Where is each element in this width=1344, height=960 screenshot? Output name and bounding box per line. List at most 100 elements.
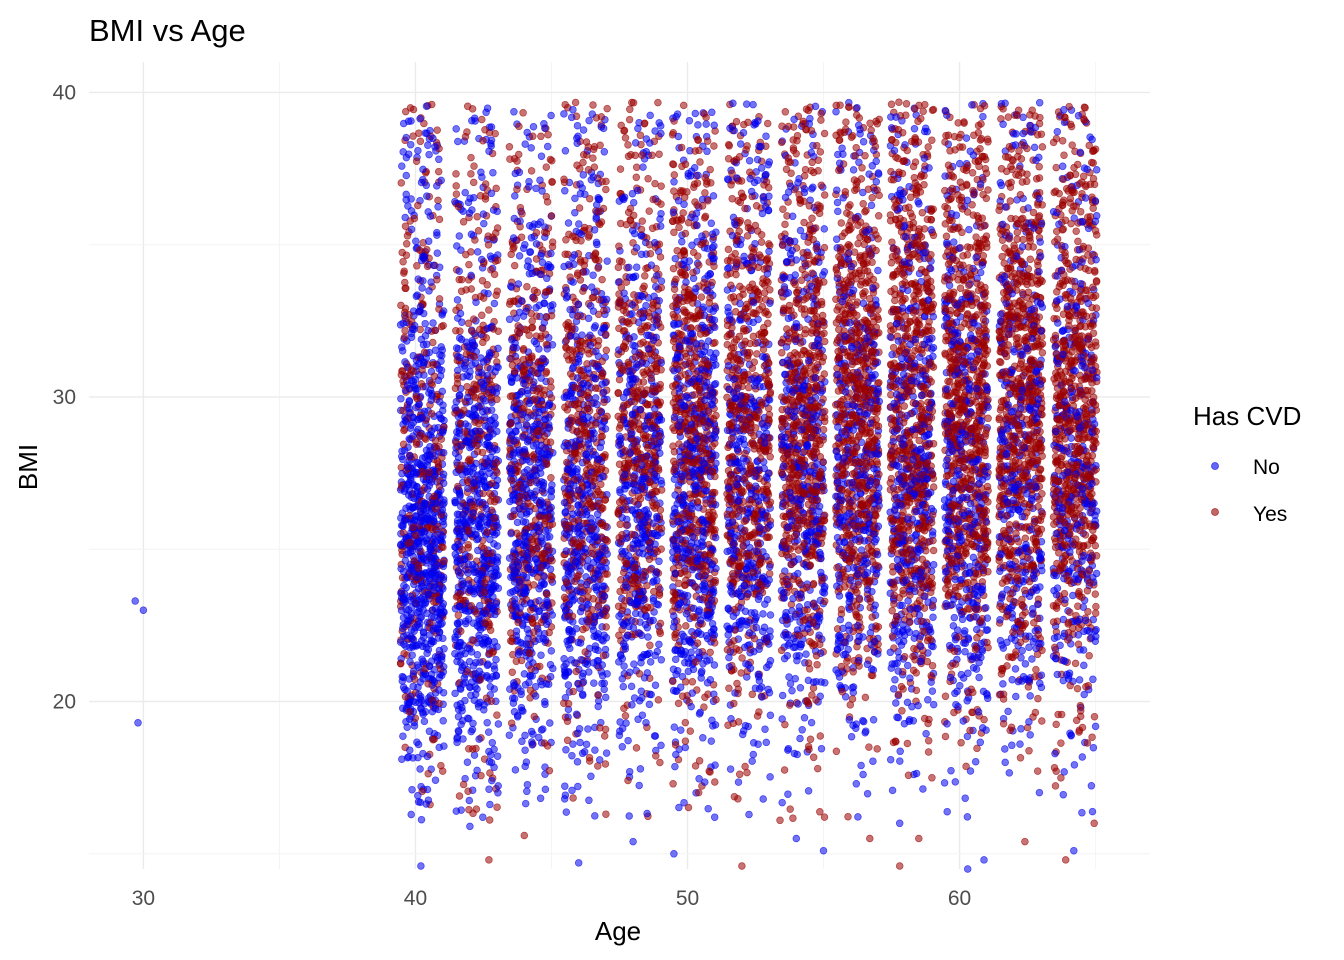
point-no [630,333,638,341]
point-no [425,576,433,584]
point-yes [542,163,551,171]
point-no [650,577,658,585]
point-no [645,543,654,552]
point-no [407,609,416,618]
point-no [581,659,590,667]
point-yes [624,456,633,464]
point-yes [405,708,414,716]
point-no [547,487,556,496]
point-yes [454,202,463,211]
point-yes [560,520,569,528]
point-yes [598,369,607,378]
point-no [493,553,502,562]
point-no [562,746,570,754]
point-no [456,309,465,318]
point-yes [616,520,624,529]
point-yes [493,287,502,295]
point-no [399,683,408,692]
point-no [429,261,438,270]
point-no [513,374,521,382]
point-no [512,603,520,611]
point-no [425,287,433,295]
point-yes [416,431,424,440]
point-no [419,165,427,174]
point-no [630,660,638,668]
point-no [628,701,636,709]
point-yes [657,524,666,533]
point-no [585,668,593,676]
point-no [616,436,624,445]
point-yes [588,525,596,533]
point-no [635,781,643,790]
point-yes [415,129,423,137]
point-no [568,751,576,760]
point-yes [517,233,526,241]
point-no [488,776,496,785]
point-no [651,651,659,660]
point-yes [403,232,412,240]
point-no [427,670,436,679]
point-yes [524,499,532,507]
point-yes [647,374,655,382]
point-no [414,275,422,283]
point-no [399,732,407,740]
point-no [563,292,572,301]
point-no [543,345,552,353]
point-yes [548,178,556,186]
point-yes [564,700,573,708]
point-no [439,401,447,409]
point-no [537,364,545,372]
point-no [621,581,630,590]
point-no [431,624,440,632]
point-yes [485,816,494,824]
point-no [412,237,420,246]
point-no [571,659,579,667]
point-yes [574,384,582,393]
point-no [419,657,427,666]
point-yes [469,809,477,818]
point-no [505,731,514,739]
point-no [560,262,568,271]
point-yes [630,398,639,406]
point-no [565,636,574,644]
point-yes [486,490,494,498]
point-yes [547,394,556,402]
point-no [589,434,598,443]
point-no [563,561,571,569]
point-yes [580,371,588,380]
point-yes [508,668,517,676]
point-yes [434,460,443,468]
point-no [407,225,416,234]
point-no [543,596,551,605]
point-no [439,688,448,697]
point-no [603,550,611,558]
point-no [398,162,406,170]
point-no [459,735,467,743]
point-yes [597,519,605,528]
point-yes [622,560,631,568]
point-no [454,345,463,353]
point-yes [439,543,447,551]
point-no [513,584,522,593]
point-yes [652,752,660,760]
point-no [530,466,539,475]
point-no [430,678,439,686]
point-yes [686,727,695,735]
point-no [473,622,482,630]
point-no [481,609,489,618]
point-no [413,621,422,629]
point-no [439,448,448,457]
point-no [425,662,434,671]
point-no [421,568,430,577]
point-no [399,567,408,576]
point-no [489,672,497,681]
point-no [625,273,634,282]
point-yes [597,480,605,489]
point-yes [525,331,533,339]
point-yes [423,262,432,271]
point-no [437,531,445,539]
point-no [515,252,524,260]
point-yes [453,379,462,388]
point-no [521,762,529,771]
point-no [403,631,411,640]
